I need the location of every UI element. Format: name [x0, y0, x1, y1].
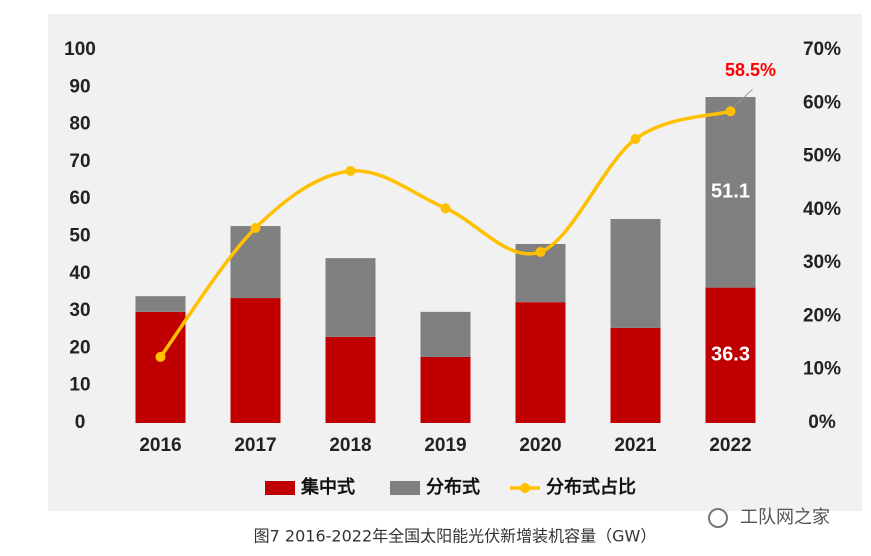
y2-tick-label: 30% [803, 252, 841, 273]
line-point [725, 106, 736, 117]
bar [230, 226, 281, 299]
y-tick-label: 100 [64, 39, 96, 60]
legend-swatch [265, 481, 295, 495]
y2-tick-label: 20% [803, 305, 841, 326]
bar [705, 287, 756, 423]
bar [230, 298, 281, 423]
watermark-icon [708, 508, 728, 528]
line-point [250, 222, 261, 233]
label-leader [734, 88, 753, 107]
y2-tick-label: 60% [803, 92, 841, 113]
value-label: 58.5% [725, 60, 776, 80]
y-tick-label: 40 [69, 263, 90, 284]
line-point [630, 133, 641, 144]
legend-label: 分布式 [426, 476, 480, 498]
caption: 图7 2016-2022年全国太阳能光伏新增装机容量（GW） [254, 527, 657, 546]
y-tick-label: 50 [69, 226, 90, 247]
legend-label: 分布式占比 [546, 476, 636, 498]
y-tick-label: 90 [69, 76, 90, 97]
y-tick-label: 10 [69, 375, 90, 396]
bar [135, 296, 186, 312]
y-tick-label: 80 [69, 114, 90, 135]
y-tick-label: 30 [69, 300, 90, 321]
bar [325, 336, 376, 423]
y2-tick-label: 0% [808, 412, 836, 433]
line-point [440, 203, 451, 214]
y2-tick-label: 40% [803, 199, 841, 220]
x-tick-label: 2019 [424, 435, 466, 456]
bar [420, 356, 471, 423]
y2-tick-label: 10% [803, 359, 841, 380]
legend-label: 集中式 [300, 476, 355, 498]
y-tick-label: 20 [69, 337, 90, 358]
line-point [535, 246, 546, 257]
line-point [345, 165, 356, 176]
x-tick-label: 2021 [614, 435, 657, 456]
bar [610, 218, 661, 328]
x-tick-label: 2020 [519, 435, 561, 456]
x-tick-label: 2017 [234, 435, 276, 456]
bar [610, 327, 661, 423]
bar [705, 96, 756, 288]
value-label: 36.3 [711, 344, 750, 366]
y-tick-label: 0 [75, 412, 86, 433]
x-tick-label: 2016 [139, 435, 181, 456]
y-tick-label: 70 [69, 151, 90, 172]
bar [515, 302, 566, 423]
y2-tick-label: 70% [803, 39, 841, 60]
value-label: 51.1 [711, 181, 750, 203]
x-tick-label: 2018 [329, 435, 371, 456]
x-tick-label: 2022 [709, 435, 751, 456]
y2-tick-label: 50% [803, 146, 841, 167]
legend-swatch [390, 481, 420, 495]
y-tick-label: 60 [69, 188, 90, 209]
line-point [155, 351, 166, 362]
legend-swatch-dot [520, 483, 530, 493]
bar [325, 258, 376, 337]
bar [420, 311, 471, 357]
watermark: 工队网之家 [740, 507, 830, 528]
